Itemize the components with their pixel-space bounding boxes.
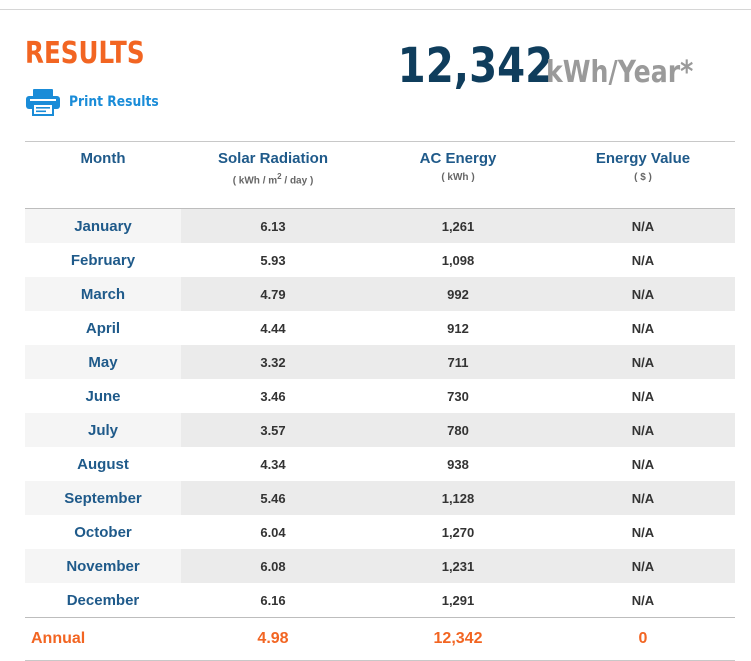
month-cell: March — [25, 277, 181, 311]
ac-energy-cell: 912 — [365, 311, 551, 345]
solar-radiation-cell: 5.93 — [181, 243, 365, 277]
page-title: RESULTS — [25, 36, 145, 71]
annual-ac-energy: 12,342 — [433, 630, 483, 647]
month-cell: February — [25, 243, 181, 277]
month-cell: November — [25, 549, 181, 583]
ac-energy-cell: 992 — [365, 277, 551, 311]
column-header-unit: ( kWh / m2 / day ) — [182, 172, 364, 186]
print-results-label: Print Results — [69, 94, 159, 110]
table-row: October 6.04 1,270 N/A — [25, 515, 735, 549]
month-cell: April — [25, 311, 181, 345]
energy-value-cell: N/A — [551, 277, 735, 311]
table-row: April 4.44 912 N/A — [25, 311, 735, 345]
month-cell: July — [25, 413, 181, 447]
table-row: August 4.34 938 N/A — [25, 447, 735, 481]
table-row: November 6.08 1,231 N/A — [25, 549, 735, 583]
ac-energy-cell: 1,261 — [365, 208, 551, 243]
solar-radiation-cell: 3.46 — [181, 379, 365, 413]
solar-radiation-cell: 6.04 — [181, 515, 365, 549]
annual-total-unit: kWh/Year* — [545, 55, 693, 90]
month-cell: December — [25, 583, 181, 618]
month-cell: October — [25, 515, 181, 549]
month-cell: May — [25, 345, 181, 379]
energy-value-cell: N/A — [551, 515, 735, 549]
ac-energy-cell: 730 — [365, 379, 551, 413]
column-header-label: Month — [80, 150, 126, 167]
ac-energy-cell: 711 — [365, 345, 551, 379]
table-row: July 3.57 780 N/A — [25, 413, 735, 447]
solar-radiation-cell: 6.16 — [181, 583, 365, 618]
table-row: March 4.79 992 N/A — [25, 277, 735, 311]
column-header-unit: ( $ ) — [634, 172, 652, 183]
solar-radiation-cell: 3.32 — [181, 345, 365, 379]
table-row: September 5.46 1,128 N/A — [25, 481, 735, 515]
energy-value-cell: N/A — [551, 481, 735, 515]
table-row: June 3.46 730 N/A — [25, 379, 735, 413]
table-row: January 6.13 1,261 N/A — [25, 208, 735, 243]
energy-value-cell: N/A — [551, 413, 735, 447]
month-cell: June — [25, 379, 181, 413]
column-header-label: Energy Value — [595, 150, 691, 167]
printer-icon — [26, 89, 60, 116]
ac-energy-cell: 780 — [365, 413, 551, 447]
energy-value-cell: N/A — [551, 208, 735, 243]
month-cell: August — [25, 447, 181, 481]
table-header-row: Month Solar Radiation ( kWh / m2 / day )… — [25, 141, 735, 209]
ac-energy-cell: 1,098 — [365, 243, 551, 277]
column-header-month: Month — [25, 142, 181, 209]
unit-part: / day ) — [281, 175, 314, 187]
results-table: Month Solar Radiation ( kWh / m2 / day )… — [25, 141, 735, 661]
unit-part: ( kWh / m — [232, 175, 278, 187]
annual-label: Annual — [31, 630, 86, 647]
solar-radiation-cell: 4.34 — [181, 447, 365, 481]
energy-value-cell: N/A — [551, 311, 735, 345]
annual-total: 12,342 kWh/Year* — [368, 38, 721, 94]
solar-radiation-cell: 3.57 — [181, 413, 365, 447]
annual-row: Annual 4.98 12,342 0 — [25, 617, 735, 661]
print-results-link[interactable]: Print Results — [25, 88, 171, 116]
table-row: May 3.32 711 N/A — [25, 345, 735, 379]
solar-radiation-cell: 6.08 — [181, 549, 365, 583]
table-row: February 5.93 1,098 N/A — [25, 243, 735, 277]
energy-value-cell: N/A — [551, 549, 735, 583]
unit-superscript: 2 — [277, 172, 282, 181]
energy-value-cell: N/A — [551, 583, 735, 618]
month-cell: September — [25, 481, 181, 515]
column-header-label: AC Energy — [419, 150, 497, 167]
column-header-unit: ( kWh ) — [441, 172, 475, 183]
energy-value-cell: N/A — [551, 379, 735, 413]
ac-energy-cell: 1,291 — [365, 583, 551, 618]
ac-energy-cell: 1,270 — [365, 515, 551, 549]
solar-radiation-cell: 4.79 — [181, 277, 365, 311]
energy-value-cell: N/A — [551, 447, 735, 481]
column-header-energy-value: Energy Value ( $ ) — [551, 142, 735, 209]
top-divider — [0, 9, 751, 10]
solar-radiation-cell: 6.13 — [181, 208, 365, 243]
solar-radiation-cell: 4.44 — [181, 311, 365, 345]
annual-total-value: 12,342 — [397, 38, 554, 94]
energy-value-cell: N/A — [551, 345, 735, 379]
ac-energy-cell: 938 — [365, 447, 551, 481]
column-header-label: Solar Radiation — [217, 150, 329, 167]
ac-energy-cell: 1,231 — [365, 549, 551, 583]
column-header-ac-energy: AC Energy ( kWh ) — [365, 142, 551, 209]
energy-value-cell: N/A — [551, 243, 735, 277]
column-header-solar-radiation: Solar Radiation ( kWh / m2 / day ) — [181, 142, 365, 209]
solar-radiation-cell: 5.46 — [181, 481, 365, 515]
ac-energy-cell: 1,128 — [365, 481, 551, 515]
annual-solar-radiation: 4.98 — [257, 630, 289, 647]
table-row: December 6.16 1,291 N/A — [25, 583, 735, 618]
month-cell: January — [25, 208, 181, 243]
annual-energy-value: 0 — [638, 630, 648, 647]
